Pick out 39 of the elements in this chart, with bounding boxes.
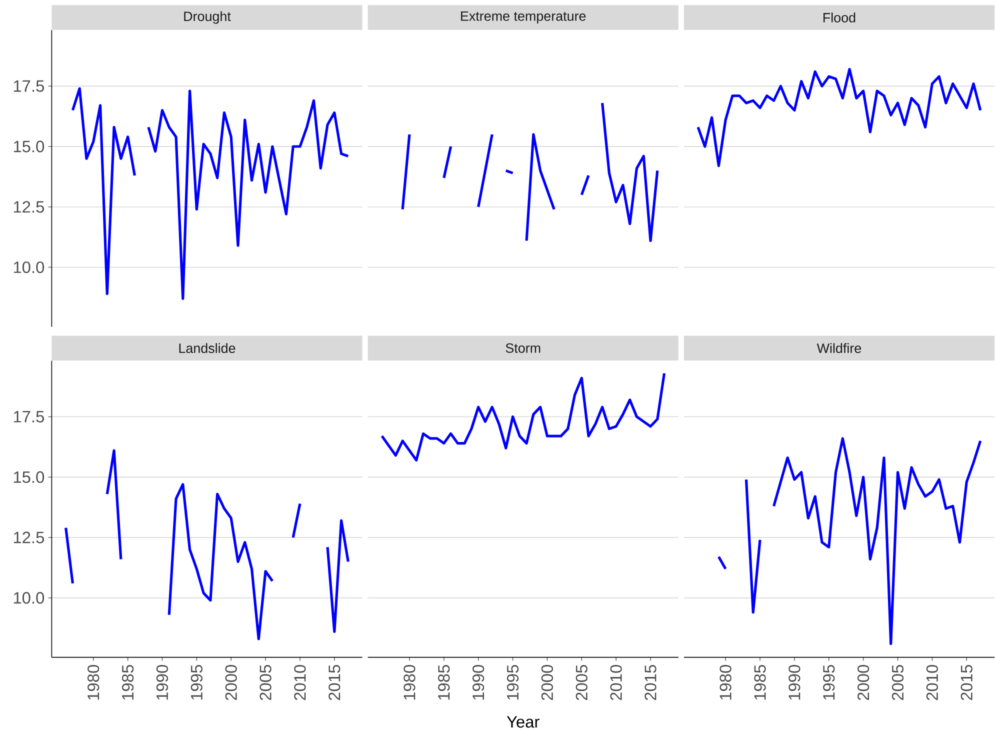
x-tick-label: 2010 — [926, 664, 938, 700]
x-tick-label: 2010 — [294, 664, 306, 700]
x-tick-label: 1995 — [190, 665, 202, 700]
x-tick-label: 1995 — [506, 665, 519, 700]
x-tick-label: 1980 — [88, 664, 100, 700]
x-tick-label: 1985 — [754, 665, 766, 700]
x-tick-label: 1990 — [788, 664, 800, 700]
chart-title: Flood — [823, 12, 856, 22]
x-tick-label: 2015 — [644, 665, 656, 700]
chart-title: Landslide — [179, 343, 236, 354]
x-tick-label: 1985 — [122, 665, 134, 700]
x-tick-label: 2015 — [328, 665, 340, 700]
x-tick-label: 2005 — [576, 665, 588, 700]
x-tick-label: 1990 — [156, 664, 168, 700]
x-tick-label: 1985 — [438, 665, 450, 700]
y-tick-label: 15.0 — [14, 140, 44, 152]
y-tick-label: 12.5 — [14, 532, 44, 544]
y-tick-label: 15.0 — [14, 471, 44, 483]
x-tick-label: 2005 — [260, 665, 272, 700]
chart-title: Extreme temperature — [461, 11, 586, 24]
x-tick-label: 1990 — [472, 664, 484, 700]
chart-title: Wildfire — [816, 343, 862, 354]
x-tick-label: 2015 — [960, 665, 972, 700]
y-tick-label: 10.0 — [14, 592, 44, 604]
x-tick-label: 2010 — [610, 664, 622, 700]
chart-title: Storm — [506, 343, 540, 353]
y-tick-label: 10.0 — [14, 261, 44, 274]
y-tick-label: 12.5 — [14, 201, 44, 213]
chart-title: Drought — [184, 11, 231, 24]
y-tick-label: 17.5 — [14, 80, 44, 92]
x-tick-label: 2000 — [857, 664, 870, 700]
x-tick-label: 2000 — [225, 664, 237, 700]
x-tick-label: 1980 — [720, 664, 732, 700]
x-tick-label: 1995 — [823, 665, 835, 700]
x-axis-title: Year — [506, 716, 540, 728]
x-tick-label: 2005 — [892, 665, 904, 700]
x-tick-label: 2000 — [541, 664, 554, 700]
x-tick-label: 1980 — [404, 664, 416, 700]
y-tick-label: 17.5 — [14, 410, 44, 422]
